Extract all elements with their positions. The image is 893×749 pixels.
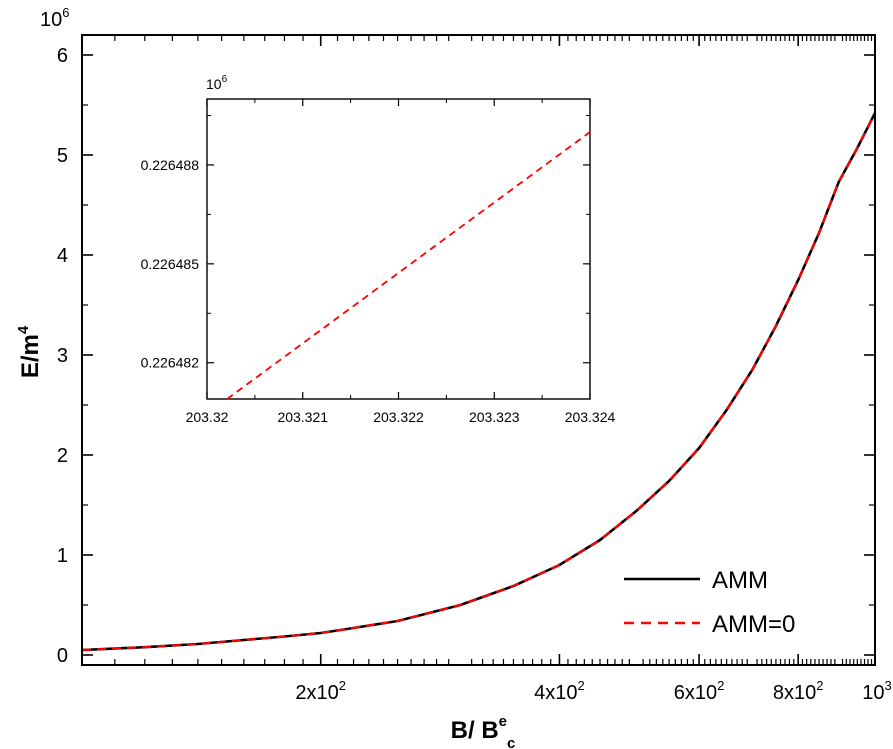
x-tick-label-3: 8x102 [773, 678, 824, 704]
inset-plot: 203.32 203.321 203.322 203.323 203.324 0.2264… [141, 74, 616, 425]
inset-y-multiplier-label: 106 [206, 74, 228, 92]
inset-y-tick-label-2: 0.226488 [141, 157, 200, 173]
x-tick-label-4-part-1: 3 [885, 678, 892, 693]
y-tick-label-0-part-0: 0 [57, 645, 68, 667]
y-tick-label-6-part-0: 6 [57, 45, 68, 67]
x-tick-label-3-part-1: 2 [816, 678, 823, 693]
inset-x-tick-label-1: 203.321 [277, 409, 328, 425]
x-tick-label-0-part-1: 2 [339, 678, 346, 693]
x-axis-title-part-2: c [507, 735, 515, 749]
inset-x-tick-label-3: 203.323 [469, 409, 520, 425]
y-tick-label-1-part-0: 1 [57, 545, 68, 567]
legend: AMM AMM=0 [624, 567, 795, 638]
x-tick-label-4: 103 [862, 678, 891, 704]
inset-x-tick-label-1-part-0: 203.321 [277, 409, 328, 425]
inset-x-tick-label-4: 203.324 [565, 409, 616, 425]
x-tick-label-1-part-1: 2 [578, 678, 585, 693]
x-tick-label-4-part-0: 10 [862, 682, 884, 704]
plot-frame [81, 34, 876, 666]
inset-x-tick-label-0: 203.32 [186, 409, 229, 425]
y-tick-label-3-part-0: 3 [57, 345, 68, 367]
y-multiplier-label-part-1: 6 [62, 5, 69, 20]
y-axis-title: E/m4 [15, 325, 44, 378]
x-tick-label-3-part-0: 8x10 [773, 682, 816, 704]
y-multiplier-label-part-0: 10 [40, 9, 62, 31]
y-tick-label-5: 5 [57, 145, 68, 167]
x-tick-label-2-part-0: 6x10 [674, 682, 717, 704]
y-tick-label-1: 1 [57, 545, 68, 567]
x-tick-label-2-part-1: 2 [717, 678, 724, 693]
inset-series-line-amm0 [226, 131, 591, 400]
inset-x-tick-label-0-part-0: 203.32 [186, 409, 229, 425]
series-line-amm [82, 112, 875, 652]
legend-label-amm0-part-0: AMM=0 [712, 611, 795, 638]
x-tick-label-0: 2x102 [295, 678, 346, 704]
y-tick-label-5-part-0: 5 [57, 145, 68, 167]
inset-y-tick-label-1-part-0: 0.226485 [141, 256, 200, 272]
y-tick-label-2: 2 [57, 445, 68, 467]
x-axis-title-part-0: B/ B [451, 717, 499, 744]
y-tick-label-2-part-0: 2 [57, 445, 68, 467]
inset-x-tick-label-3-part-0: 203.323 [469, 409, 520, 425]
x-axis-title: B/ Bec [451, 713, 516, 749]
inset-y-tick-label-1: 0.226485 [141, 256, 200, 272]
x-tick-label-0-part-0: 2x10 [295, 682, 338, 704]
inset-frame [206, 98, 591, 400]
legend-label-amm: AMM [712, 567, 768, 594]
x-axis-title-part-1: e [499, 713, 507, 730]
inset-y-multiplier-label-part-1: 6 [222, 74, 228, 85]
y-tick-label-3: 3 [57, 345, 68, 367]
y-axis-title-part-1: 4 [15, 325, 32, 334]
x-tick-label-1: 4x102 [534, 678, 585, 704]
inset-y-multiplier-label-part-0: 10 [206, 76, 222, 92]
inset-y-tick-label-0-part-0: 0.226482 [141, 355, 200, 371]
y-tick-label-0: 0 [57, 645, 68, 667]
y-axis-title-part-0: E/m [17, 334, 44, 378]
legend-label-amm0: AMM=0 [712, 611, 795, 638]
inset-y-tick-label-0: 0.226482 [141, 355, 200, 371]
y-multiplier-label: 106 [40, 5, 69, 31]
inset-x-tick-label-2-part-0: 203.322 [373, 409, 424, 425]
y-tick-label-4-part-0: 4 [57, 245, 68, 267]
inset-x-tick-label-2: 203.322 [373, 409, 424, 425]
y-tick-label-6: 6 [57, 45, 68, 67]
inset-x-tick-label-4-part-0: 203.324 [565, 409, 616, 425]
legend-label-amm-part-0: AMM [712, 567, 768, 594]
x-tick-label-2: 6x102 [674, 678, 725, 704]
y-tick-label-4: 4 [57, 245, 68, 267]
x-tick-label-1-part-0: 4x10 [534, 682, 577, 704]
inset-y-tick-label-2-part-0: 0.226488 [141, 157, 200, 173]
